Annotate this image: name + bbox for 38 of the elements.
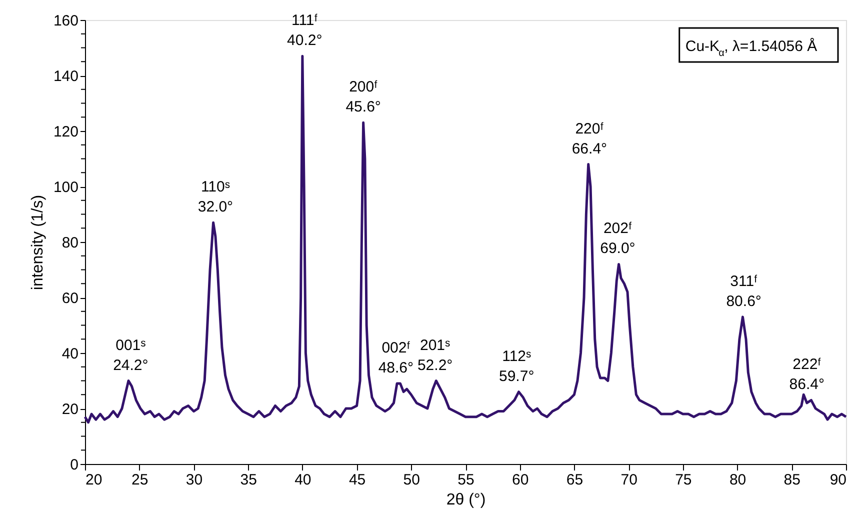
x-tick-label: 80	[729, 472, 746, 488]
x-tick-label: 65	[566, 472, 584, 488]
annotation: 200ᶠ 45.6°	[346, 78, 381, 116]
annotation: 311ᶠ 80.6°	[726, 272, 762, 310]
annotation: 220ᶠ 66.4°	[572, 120, 608, 158]
y-tick-label: 40	[62, 346, 78, 362]
annotation: 110ˢ 32.0°	[198, 178, 234, 216]
annotation: 201ˢ 52.2°	[417, 336, 453, 374]
x-tick-label: 75	[675, 472, 692, 488]
y-tick-label: 140	[53, 68, 78, 85]
x-tick-label: 90	[830, 472, 846, 488]
x-tick-label: 35	[240, 472, 257, 488]
y-tick-label: 0	[70, 456, 78, 474]
x-tick-label: 60	[512, 472, 529, 488]
annotation: 202ᶠ 69.0°	[600, 220, 636, 258]
line-series	[84, 54, 848, 424]
annotation: 112ˢ 59.7°	[498, 348, 534, 385]
y-axis-title: intensity (1/s)	[29, 194, 46, 290]
x-axis-title: 2θ (°)	[446, 492, 486, 508]
y-tick-label: 20	[62, 401, 78, 418]
x-tick-label: 85	[784, 472, 800, 488]
x-tick-label: 20	[86, 472, 102, 488]
annotation: 001ˢ 24.2°	[113, 336, 148, 374]
annotation: 222ᶠ 86.4°	[789, 356, 824, 394]
x-tick-label: 50	[403, 472, 420, 488]
annotation: 111ᶠ 40.2°	[287, 12, 322, 50]
y-tick-label: 60	[62, 290, 78, 307]
y-tick-label: 160	[53, 12, 78, 30]
x-tick-label: 70	[620, 472, 638, 488]
x-tick-label: 40	[294, 472, 312, 488]
y-tick-label: 80	[62, 234, 78, 252]
x-tick-label: 45	[348, 472, 366, 488]
x-tick-label: 25	[132, 472, 148, 488]
annotation: 002ᶠ 48.6°	[378, 340, 414, 377]
y-tick-label: 100	[53, 179, 78, 196]
y-tick-label: 120	[53, 124, 78, 140]
x-tick-label: 55	[458, 472, 474, 488]
x-tick-label: 30	[186, 472, 203, 488]
